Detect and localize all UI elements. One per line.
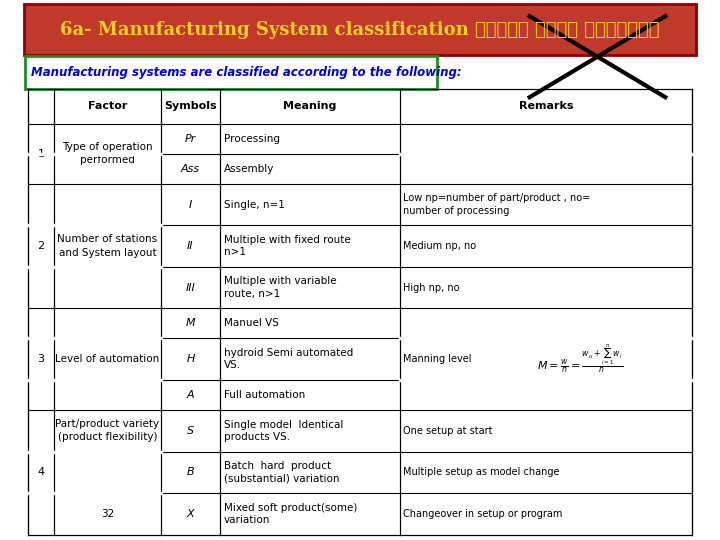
Text: Remarks: Remarks [519,102,573,111]
Text: Manuel VS: Manuel VS [224,319,279,328]
Text: One setup at start: One setup at start [403,426,492,436]
Text: hydroid Semi automated
VS.: hydroid Semi automated VS. [224,348,353,370]
Text: Single model  Identical
products VS.: Single model Identical products VS. [224,420,343,442]
Text: Processing: Processing [224,134,280,144]
Text: 32: 32 [101,509,114,519]
Text: Multiple setup as model change: Multiple setup as model change [403,467,559,477]
Text: B: B [186,467,194,477]
Text: 4: 4 [37,467,45,477]
Text: Symbols: Symbols [164,102,217,111]
Text: Medium np, no: Medium np, no [403,241,477,251]
Text: Number of stations
and System layout: Number of stations and System layout [58,234,158,258]
Text: I: I [189,199,192,210]
FancyBboxPatch shape [25,56,436,89]
Text: Single, n=1: Single, n=1 [224,199,284,210]
Text: Ass: Ass [181,164,200,174]
Text: Batch  hard  product
(substantial) variation: Batch hard product (substantial) variati… [224,461,339,483]
Text: Manning level: Manning level [403,354,472,364]
Text: M: M [186,319,195,328]
Text: A: A [186,390,194,400]
Text: III: III [186,282,195,293]
Text: Low np=number of part/product , no=
number of processing: Low np=number of part/product , no= numb… [403,193,590,215]
Text: Part/product variety
(product flexibility): Part/product variety (product flexibilit… [55,419,159,442]
Text: Factor: Factor [88,102,127,111]
Text: Changeover in setup or program: Changeover in setup or program [403,509,562,519]
Text: S: S [187,426,194,436]
Text: High np, no: High np, no [403,282,460,293]
Text: Multiple with fixed route
n>1: Multiple with fixed route n>1 [224,235,351,257]
Text: X: X [186,509,194,519]
Text: Meaning: Meaning [284,102,337,111]
Text: Pr: Pr [185,134,196,144]
Text: H: H [186,354,194,364]
Text: Multiple with variable
route, n>1: Multiple with variable route, n>1 [224,276,336,299]
Text: 6a- Manufacturing System classification تصنيف نظام التصنيع: 6a- Manufacturing System classification … [60,21,660,39]
Text: II: II [187,241,194,251]
Text: 2: 2 [37,241,45,251]
Text: Assembly: Assembly [224,164,274,174]
Text: Manufacturing systems are classified according to the following:: Manufacturing systems are classified acc… [31,66,462,79]
Text: 3: 3 [37,354,45,364]
Text: Type of operation
performed: Type of operation performed [62,142,153,165]
Text: Mixed soft product(some)
variation: Mixed soft product(some) variation [224,503,357,525]
Text: Level of automation: Level of automation [55,354,159,364]
Text: 1: 1 [37,148,45,159]
FancyBboxPatch shape [24,4,696,56]
Text: Full automation: Full automation [224,390,305,400]
Text: $M = \frac{w}{n} = \frac{w_u + \sum_{i=1}^{n} w_i}{n}$: $M = \frac{w}{n} = \frac{w_u + \sum_{i=1… [537,343,623,375]
